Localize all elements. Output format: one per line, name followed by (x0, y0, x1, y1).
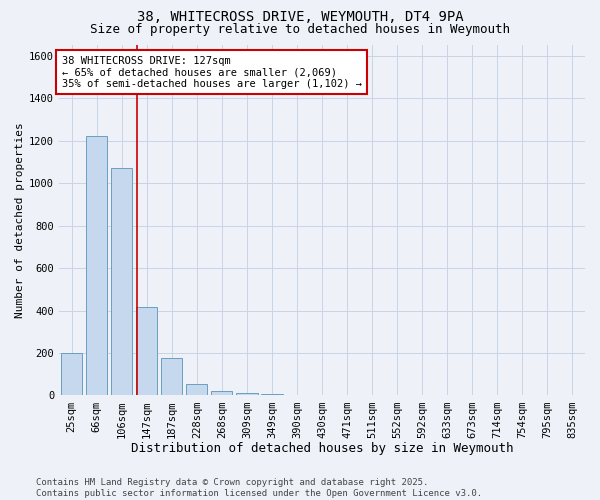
Text: Size of property relative to detached houses in Weymouth: Size of property relative to detached ho… (90, 22, 510, 36)
Bar (111, 168, 132, 396)
Bar (61, 353, 82, 396)
Bar (261, 394, 283, 396)
Bar (186, 384, 208, 396)
Text: 38 WHITECROSS DRIVE: 127sqm
← 65% of detached houses are smaller (2,069)
35% of : 38 WHITECROSS DRIVE: 127sqm ← 65% of det… (62, 56, 362, 88)
Bar (86, 136, 107, 396)
Y-axis label: Number of detached properties: Number of detached properties (15, 122, 25, 318)
Bar (136, 308, 157, 396)
Text: Contains HM Land Registry data © Crown copyright and database right 2025.
Contai: Contains HM Land Registry data © Crown c… (36, 478, 482, 498)
Text: 38, WHITECROSS DRIVE, WEYMOUTH, DT4 9PA: 38, WHITECROSS DRIVE, WEYMOUTH, DT4 9PA (137, 10, 463, 24)
Bar (161, 358, 182, 396)
Bar (211, 391, 232, 396)
Bar (236, 393, 257, 396)
X-axis label: Distribution of detached houses by size in Weymouth: Distribution of detached houses by size … (131, 442, 513, 455)
